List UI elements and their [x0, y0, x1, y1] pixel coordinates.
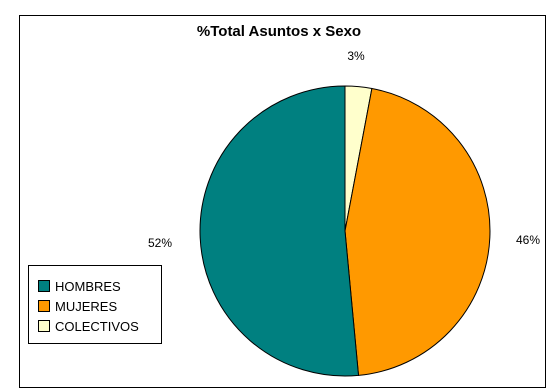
legend: HOMBRES MUJERES COLECTIVOS — [28, 265, 162, 344]
legend-entry-mujeres: MUJERES — [38, 296, 161, 316]
slice-label-mujeres: 46% — [516, 233, 540, 247]
legend-label-mujeres: MUJERES — [55, 298, 118, 314]
pie-labels: 3% 46% 52% — [148, 49, 540, 250]
pie-slice-mujeres — [344, 87, 491, 376]
pie-slices — [199, 85, 491, 377]
slice-label-colectivos: 3% — [347, 49, 365, 63]
legend-entry-hombres: HOMBRES — [38, 276, 161, 296]
legend-swatch-mujeres — [38, 300, 50, 312]
legend-entry-colectivos: COLECTIVOS — [38, 316, 161, 336]
slice-label-hombres: 52% — [148, 236, 172, 250]
legend-swatch-colectivos — [38, 320, 50, 332]
legend-label-colectivos: COLECTIVOS — [55, 318, 139, 334]
chart-title: %Total Asuntos x Sexo — [196, 23, 362, 40]
pie-slice-hombres — [199, 85, 360, 377]
legend-label-hombres: HOMBRES — [55, 278, 121, 294]
legend-swatch-hombres — [38, 280, 50, 292]
